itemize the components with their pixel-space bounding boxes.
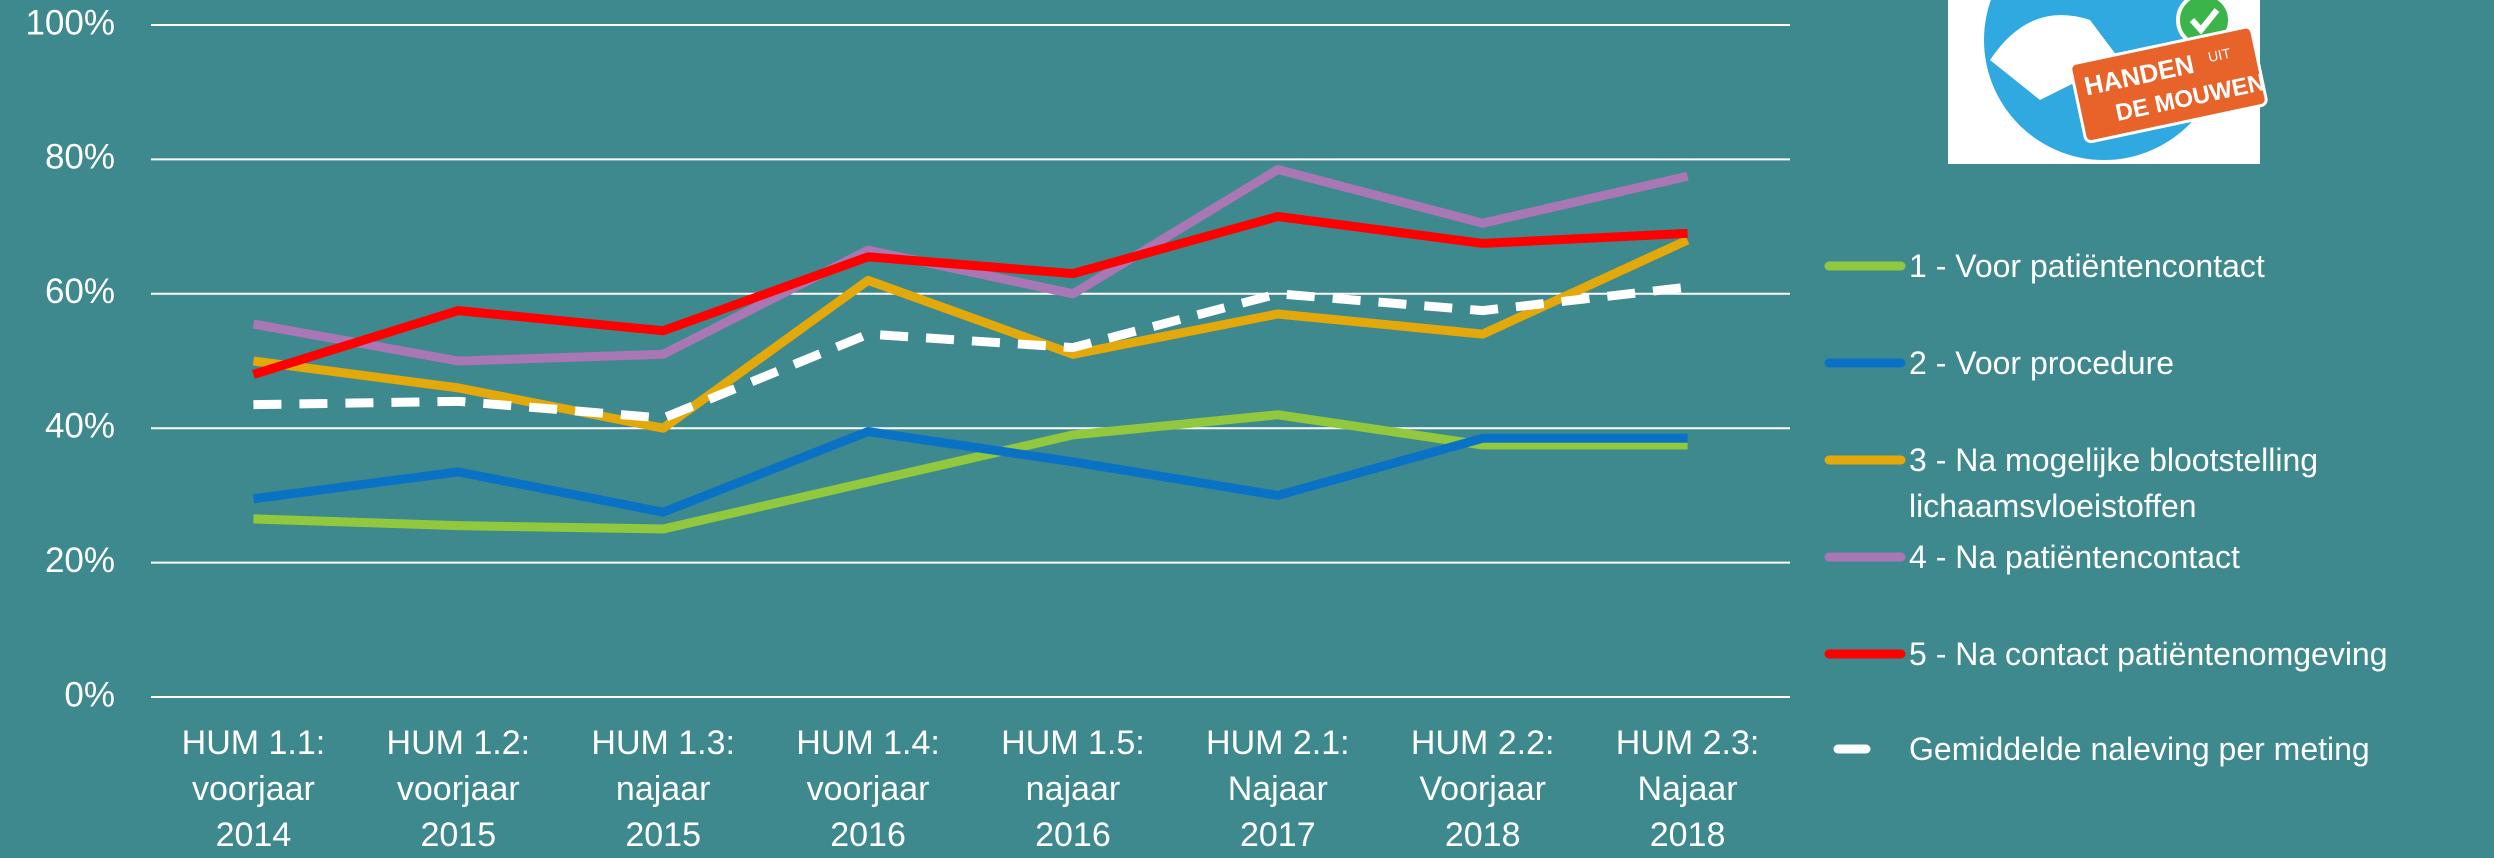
x-tick-label: HUM 2.1: Najaar 2017 [1206,724,1350,854]
x-tick-label: HUM 2.3: Najaar 2018 [1615,724,1760,854]
x-tick-label: HUM 2.2: Voorjaar 2018 [1410,724,1555,854]
series-line [252,212,1688,379]
series-line [253,282,1689,423]
logo-label: HANDEN UIT DE MOUWEN [2069,25,2268,144]
legend-label: 1 - Voor patiëntencontact [1909,248,2265,284]
series-line [252,235,1690,433]
x-tick-label: HUM 1.1: voorjaar 2014 [181,724,326,854]
logo: HANDEN UIT DE MOUWEN [1948,0,2268,164]
series-line [252,427,1688,517]
y-tick-label: 20% [45,541,115,580]
logo-text: UIT [2207,45,2233,65]
x-tick-label: HUM 1.4: voorjaar 2016 [796,724,940,854]
logo-label-box [2069,25,2268,144]
legend-label: 2 - Voor procedure [1909,345,2175,381]
legend-label: 4 - Na patiëntencontact [1909,539,2240,575]
y-tick-label: 40% [45,406,115,445]
y-tick-label: 80% [45,138,115,177]
legend-label: 3 - Na mogelijke blootstelling lichaamsv… [1909,442,2319,524]
x-tick-label: HUM 1.3: najaar 2015 [591,724,735,854]
logo-hand [1990,15,2120,100]
legend-label: Gemiddelde naleving per meting [1909,731,2370,767]
series-line [252,164,1689,366]
x-tick-label: HUM 1.2: voorjaar 2015 [386,724,531,854]
y-tick-label: 60% [45,272,115,311]
legend-label: 5 - Na contact patiëntenomgeving [1909,636,2388,672]
x-tick-label: HUM 1.5: najaar 2016 [1001,724,1145,854]
y-tick-label: 0% [64,675,115,714]
series-line [253,410,1688,534]
y-tick-label: 100% [25,3,115,42]
logo-check-mark [2189,8,2220,35]
